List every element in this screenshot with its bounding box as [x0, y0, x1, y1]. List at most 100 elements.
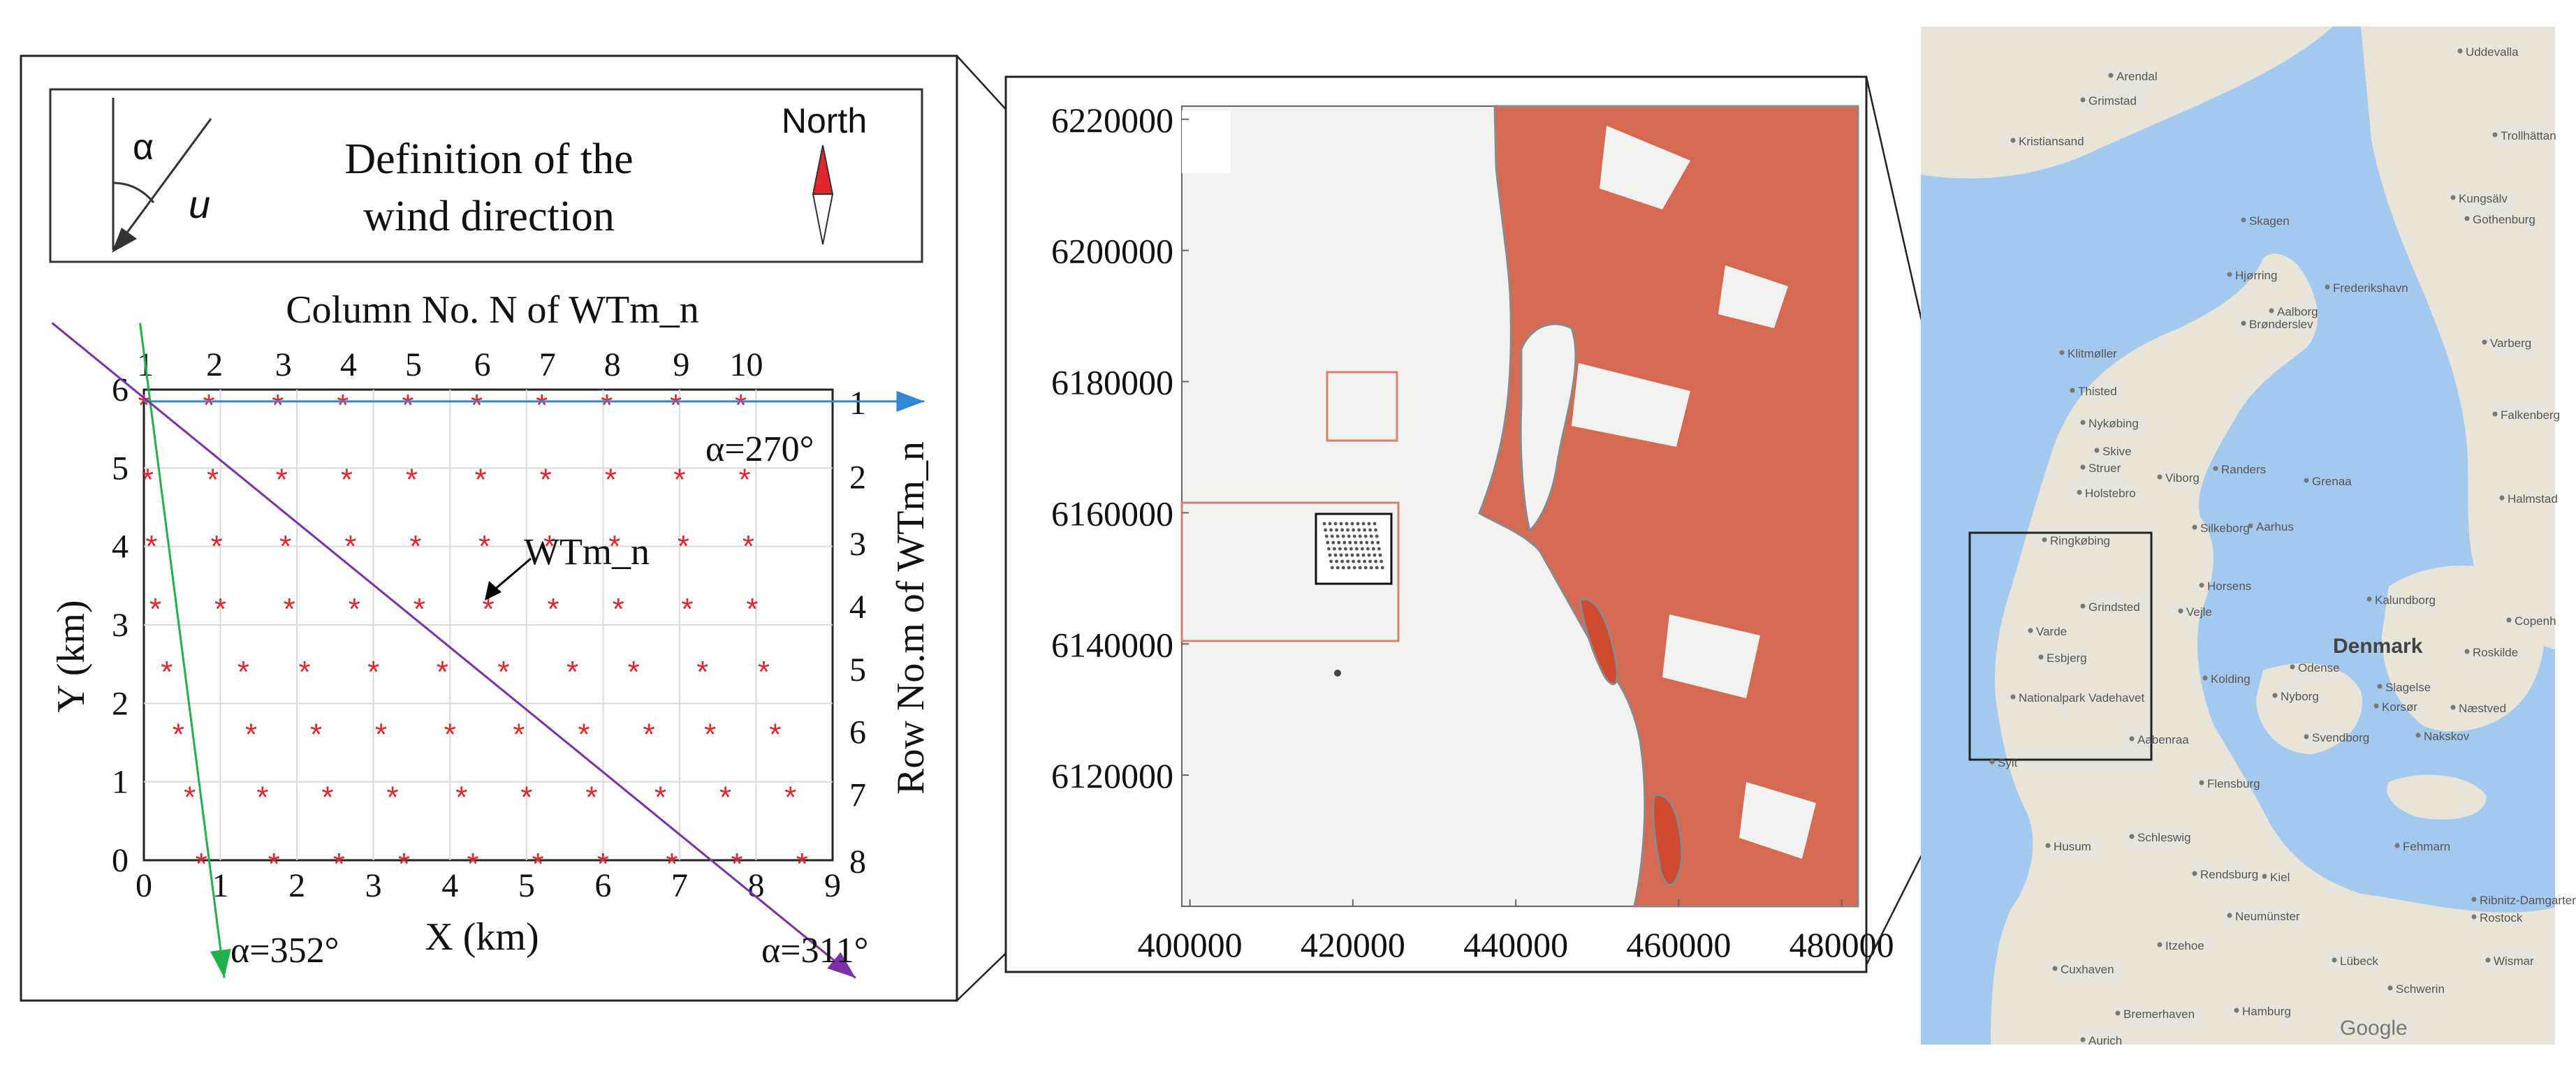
city-label: Ribnitz-Damgarten — [2480, 894, 2576, 907]
wind-farm-dot — [1345, 553, 1349, 557]
x-tick-label: 3 — [365, 867, 382, 904]
wind-farm-dot — [1335, 559, 1338, 563]
legend-frame — [49, 88, 923, 263]
city-label: Neumünster — [2235, 910, 2300, 923]
wind-farm-dot — [1356, 553, 1360, 557]
turbine-point: * — [784, 781, 796, 815]
coast-x-tick-label: 420000 — [1301, 925, 1405, 964]
y-tick-label: 4 — [112, 529, 129, 566]
city-label: Frederikshavn — [2333, 281, 2408, 295]
offshore-area-north — [1326, 371, 1398, 442]
turbine-point: * — [414, 592, 425, 626]
turbine-point: * — [279, 529, 291, 563]
x-tick-label: 0 — [136, 867, 152, 904]
wind-farm-dot — [1346, 528, 1349, 532]
wind-farm-dot — [1322, 522, 1326, 526]
turbine-point: * — [184, 781, 196, 815]
city-label: Hamburg — [2242, 1005, 2291, 1018]
city-dot — [2304, 478, 2309, 483]
coastline-land-holes — [1572, 126, 1816, 859]
turbine-point: * — [585, 781, 597, 815]
city-label: Aalborg — [2277, 305, 2318, 318]
plot-grid — [144, 390, 833, 860]
city-dot — [2471, 914, 2477, 920]
city-dot — [2464, 216, 2470, 221]
y-tick-label: 5 — [112, 450, 129, 487]
city-dot — [2080, 603, 2086, 609]
turbine-point: * — [149, 592, 161, 626]
turbine-point: * — [284, 592, 295, 626]
city-dot — [2080, 1037, 2086, 1042]
city-label: Svendborg — [2312, 731, 2369, 744]
wind-farm-dot — [1376, 540, 1380, 545]
turbine-point: * — [520, 781, 532, 815]
city-dot — [2129, 736, 2135, 742]
wind-farm-dot — [1348, 540, 1352, 545]
wind-farm-dot — [1361, 553, 1366, 557]
wind-line — [51, 322, 856, 979]
city-dot — [2377, 684, 2383, 689]
city-dot — [2115, 1010, 2121, 1016]
wind-farm-dot — [1375, 534, 1379, 538]
y-tick-label: 3 — [112, 607, 129, 644]
wind-farm-dot — [1335, 566, 1340, 570]
turbine-point: * — [237, 655, 249, 689]
column-tick-label: 5 — [405, 346, 422, 383]
wind-farm-dot — [1346, 559, 1349, 563]
y-tick-label: 6 — [112, 371, 129, 408]
wind-farm-dot — [1365, 540, 1369, 545]
turbine-point: * — [678, 529, 689, 563]
wind-farm-dot — [1367, 522, 1371, 526]
city-dot — [2227, 272, 2232, 277]
turbine-point: * — [245, 718, 257, 752]
city-label: Vejle — [2186, 605, 2212, 619]
turbine-point: * — [173, 718, 184, 752]
city-label: Halmstad — [2508, 492, 2558, 506]
turbine-point: * — [670, 388, 682, 422]
city-label: Gothenburg — [2473, 213, 2535, 226]
right-axis-title: Row No.m of WTm_n — [889, 441, 932, 795]
y-tick-label: 0 — [112, 842, 129, 879]
wind-farm-dot — [1361, 547, 1364, 551]
wind-farm-dot — [1341, 534, 1345, 538]
city-dot — [2492, 411, 2498, 417]
wind-arrow-icon — [896, 390, 925, 412]
wind-farm-dot — [1335, 528, 1338, 532]
city-label: Uddevalla — [2466, 45, 2519, 59]
city-label: Itzehoe — [2165, 939, 2204, 952]
city-dot — [2506, 617, 2512, 623]
turbine-point: * — [349, 592, 360, 626]
wind-farm-dot — [1350, 522, 1354, 526]
city-label: Silkeborg — [2200, 522, 2250, 535]
turbine-point: * — [578, 718, 590, 752]
turbine-point: * — [268, 847, 280, 881]
coastline-corner-blank — [1182, 110, 1231, 173]
city-dot — [2492, 132, 2498, 138]
wind-farm-dot — [1337, 540, 1341, 545]
turbine-point: * — [543, 529, 555, 563]
map-land-norway — [1921, 27, 2333, 179]
city-dot — [2010, 694, 2016, 700]
wind-farm-dot — [1355, 547, 1359, 551]
turbine-point: * — [742, 529, 754, 563]
wind-line — [139, 323, 226, 978]
city-label: Slagelse — [2385, 681, 2431, 694]
city-dot — [2080, 97, 2086, 103]
single-turbine-marker — [1334, 670, 1341, 677]
city-label: Grenaa — [2312, 475, 2352, 488]
map-land-sweden — [2361, 27, 2555, 649]
wind-farm-dot — [1324, 528, 1327, 532]
turbine-point: * — [196, 847, 207, 881]
turbine-point: * — [272, 388, 284, 422]
city-label: Varberg — [2490, 337, 2531, 350]
wind-farm-dot — [1359, 540, 1363, 545]
wind-farm-dot — [1352, 566, 1356, 570]
turbine-point: * — [601, 388, 613, 422]
wind-farm-dot — [1330, 566, 1334, 570]
map-land-lolland — [2387, 774, 2487, 820]
turbine-point: * — [746, 592, 758, 626]
wind-farm-dot — [1333, 522, 1338, 526]
city-dot — [2202, 675, 2208, 681]
turbine-point: * — [735, 388, 747, 422]
